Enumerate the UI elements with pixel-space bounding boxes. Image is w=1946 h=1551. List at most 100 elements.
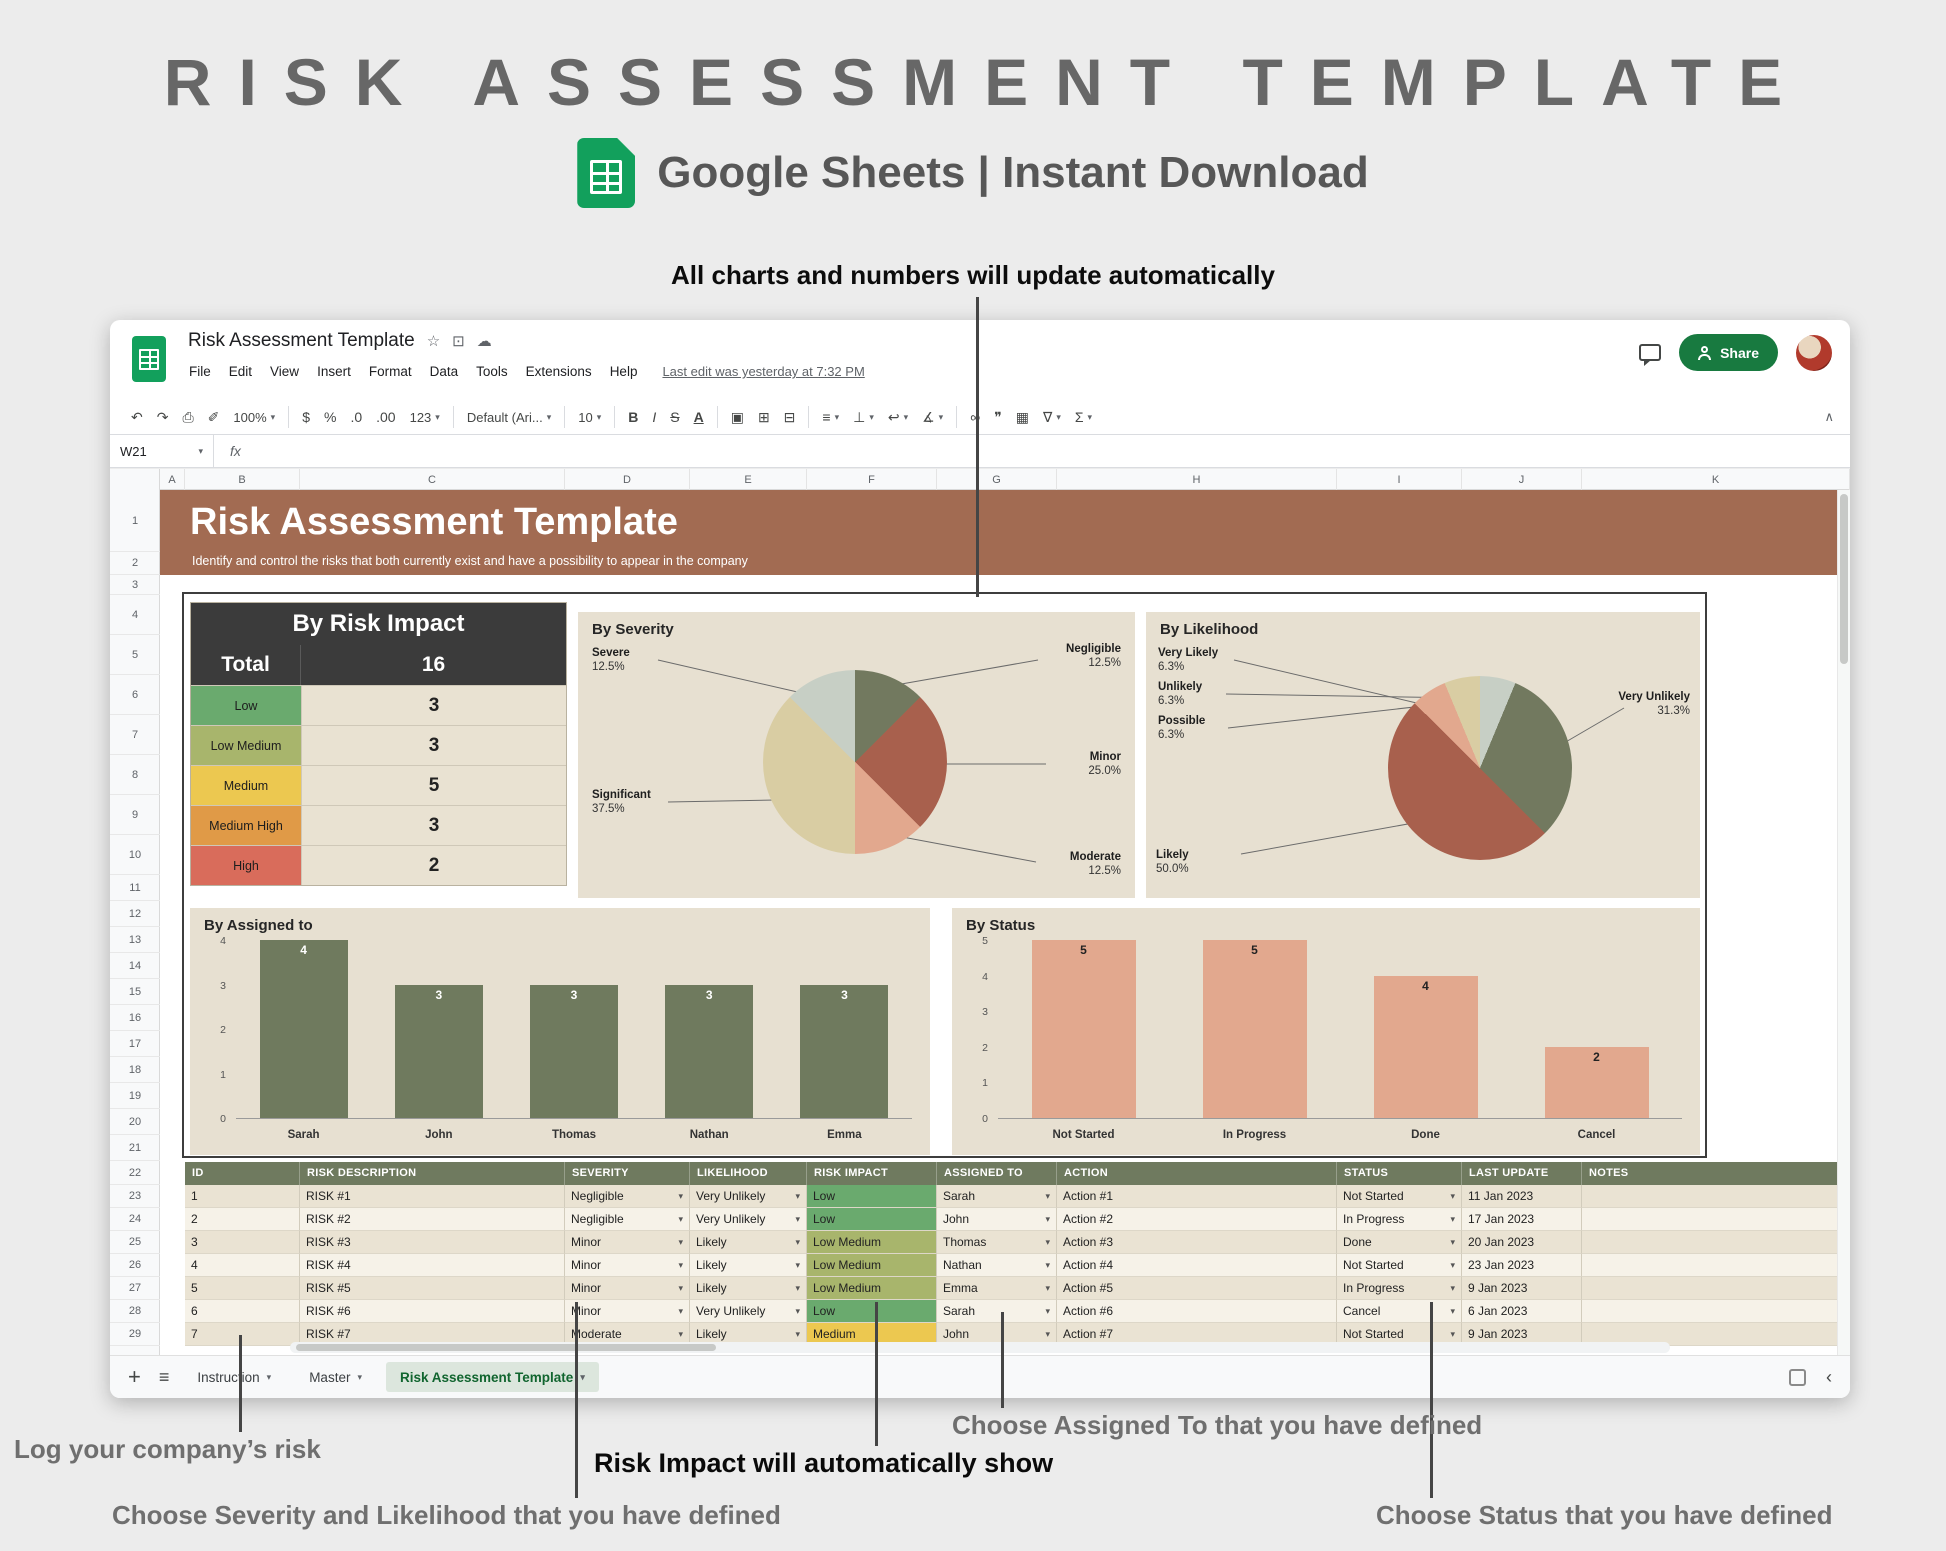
dropdown-icon[interactable]: ▾ — [795, 1305, 800, 1316]
cell-status[interactable]: Cancel ▾ — [1337, 1300, 1462, 1323]
dropdown-icon[interactable]: ▾ — [678, 1328, 683, 1339]
column-header-K[interactable]: K — [1582, 469, 1850, 491]
dropdown-icon[interactable]: ▾ — [1045, 1282, 1050, 1293]
menu-item-data[interactable]: Data — [429, 364, 459, 379]
h-scroll-thumb[interactable] — [296, 1344, 716, 1351]
move-to-folder-icon[interactable]: ⊡ — [452, 333, 465, 350]
dropdown-icon[interactable]: ▾ — [795, 1190, 800, 1201]
cell-likelihood[interactable]: Likely ▾ — [690, 1254, 807, 1277]
column-header-A[interactable]: A — [160, 469, 185, 491]
menu-item-edit[interactable]: Edit — [228, 364, 253, 379]
cell-assigned-to[interactable]: Emma ▾ — [937, 1277, 1057, 1300]
cell-description[interactable]: RISK #2 — [300, 1208, 565, 1231]
bold-icon[interactable]: B — [628, 409, 639, 425]
dropdown-icon[interactable]: ▾ — [1450, 1282, 1455, 1293]
row-header-28[interactable]: 28 — [110, 1300, 160, 1323]
text-rotation-icon[interactable]: ∡ ▾ — [922, 408, 944, 425]
cell-risk-impact[interactable]: Low Medium — [807, 1277, 937, 1300]
row-header-18[interactable]: 18 — [110, 1057, 160, 1083]
row-header-13[interactable]: 13 — [110, 927, 160, 953]
dropdown-icon[interactable]: ▾ — [678, 1236, 683, 1247]
row-header-17[interactable]: 17 — [110, 1031, 160, 1057]
cell-action[interactable]: Action #4 — [1057, 1254, 1337, 1277]
column-header-G[interactable]: G — [937, 469, 1057, 491]
decrease-decimal-icon[interactable]: .0 — [350, 409, 363, 425]
column-header-B[interactable]: B — [185, 469, 300, 491]
add-sheet-icon[interactable]: + — [128, 1364, 141, 1389]
column-header-C[interactable]: C — [300, 469, 565, 491]
row-header-19[interactable]: 19 — [110, 1083, 160, 1109]
paint-format-icon[interactable]: ✐ — [207, 408, 220, 425]
cell-description[interactable]: RISK #3 — [300, 1231, 565, 1254]
cell-likelihood[interactable]: Very Unlikely ▾ — [690, 1185, 807, 1208]
dropdown-icon[interactable]: ▾ — [795, 1328, 800, 1339]
increase-decimal-icon[interactable]: .00 — [376, 409, 396, 425]
cell-id[interactable]: 3 — [185, 1231, 300, 1254]
row-header-4[interactable]: 4 — [110, 595, 160, 635]
font-size-icon[interactable]: 10 ▾ — [578, 409, 602, 425]
dropdown-icon[interactable]: ▾ — [795, 1213, 800, 1224]
cell-assigned-to[interactable]: John ▾ — [937, 1208, 1057, 1231]
horizontal-align-icon[interactable]: ≡ ▾ — [822, 409, 840, 425]
cell-last-update[interactable]: 6 Jan 2023 — [1462, 1300, 1582, 1323]
text-color-icon[interactable]: A — [693, 409, 704, 425]
cell-notes[interactable] — [1582, 1277, 1850, 1300]
fill-color-icon[interactable]: ▣ — [730, 408, 744, 425]
cell-risk-impact[interactable]: Low — [807, 1300, 937, 1323]
cell-description[interactable]: RISK #5 — [300, 1277, 565, 1300]
dropdown-icon[interactable]: ▾ — [1450, 1236, 1455, 1247]
vertical-scrollbar[interactable] — [1837, 490, 1850, 1355]
insert-comment-icon[interactable]: ❞ — [994, 408, 1002, 425]
font-family-icon[interactable]: Default (Ari... ▾ — [466, 409, 552, 425]
row-header-27[interactable]: 27 — [110, 1277, 160, 1300]
cell-action[interactable]: Action #2 — [1057, 1208, 1337, 1231]
cell-last-update[interactable]: 23 Jan 2023 — [1462, 1254, 1582, 1277]
row-header-11[interactable]: 11 — [110, 875, 160, 901]
cell-action[interactable]: Action #3 — [1057, 1231, 1337, 1254]
cell-likelihood[interactable]: Likely ▾ — [690, 1231, 807, 1254]
row-header-1[interactable]: 1 — [110, 490, 160, 552]
column-header-D[interactable]: D — [565, 469, 690, 491]
cell-severity[interactable]: Minor ▾ — [565, 1300, 690, 1323]
format-percent-icon[interactable]: % — [323, 409, 337, 425]
row-header-12[interactable]: 12 — [110, 901, 160, 927]
row-header-21[interactable]: 21 — [110, 1135, 160, 1161]
cell-likelihood[interactable]: Very Unlikely ▾ — [690, 1300, 807, 1323]
cell-id[interactable]: 7 — [185, 1323, 300, 1346]
column-header-F[interactable]: F — [807, 469, 937, 491]
menu-item-tools[interactable]: Tools — [476, 364, 508, 379]
row-header-24[interactable]: 24 — [110, 1208, 160, 1231]
strikethrough-icon[interactable]: S — [670, 409, 680, 425]
dropdown-icon[interactable]: ▾ — [795, 1259, 800, 1270]
cell-description[interactable]: RISK #4 — [300, 1254, 565, 1277]
dropdown-icon[interactable]: ▾ — [1450, 1305, 1455, 1316]
dropdown-icon[interactable]: ▾ — [1045, 1305, 1050, 1316]
column-header-H[interactable]: H — [1057, 469, 1337, 491]
cell-last-update[interactable]: 11 Jan 2023 — [1462, 1185, 1582, 1208]
cell-notes[interactable] — [1582, 1185, 1850, 1208]
user-avatar[interactable] — [1796, 334, 1832, 371]
horizontal-scrollbar[interactable] — [290, 1342, 1670, 1353]
cell-status[interactable]: Not Started ▾ — [1337, 1185, 1462, 1208]
row-header-25[interactable]: 25 — [110, 1231, 160, 1254]
cell-status[interactable]: In Progress ▾ — [1337, 1277, 1462, 1300]
row-header-15[interactable]: 15 — [110, 979, 160, 1005]
dropdown-icon[interactable]: ▾ — [678, 1213, 683, 1224]
cell-status[interactable]: Not Started ▾ — [1337, 1254, 1462, 1277]
cell-action[interactable]: Action #5 — [1057, 1277, 1337, 1300]
tab-risk-assessment-template[interactable]: Risk Assessment Template ▾ — [385, 1362, 599, 1392]
cell-id[interactable]: 1 — [185, 1185, 300, 1208]
collapse-toolbar-icon[interactable]: ∧ — [1824, 409, 1834, 424]
cell-last-update[interactable]: 17 Jan 2023 — [1462, 1208, 1582, 1231]
row-header-22[interactable]: 22 — [110, 1161, 160, 1185]
cell-last-update[interactable]: 20 Jan 2023 — [1462, 1231, 1582, 1254]
side-panel-icon[interactable] — [1789, 1368, 1806, 1386]
row-header-7[interactable]: 7 — [110, 715, 160, 755]
dropdown-icon[interactable]: ▾ — [795, 1282, 800, 1293]
column-header-I[interactable]: I — [1337, 469, 1462, 491]
cell-assigned-to[interactable]: Sarah ▾ — [937, 1300, 1057, 1323]
dropdown-icon[interactable]: ▾ — [1450, 1190, 1455, 1201]
dropdown-icon[interactable]: ▾ — [1045, 1259, 1050, 1270]
cell-description[interactable]: RISK #1 — [300, 1185, 565, 1208]
redo-icon[interactable]: ↷ — [156, 408, 169, 425]
